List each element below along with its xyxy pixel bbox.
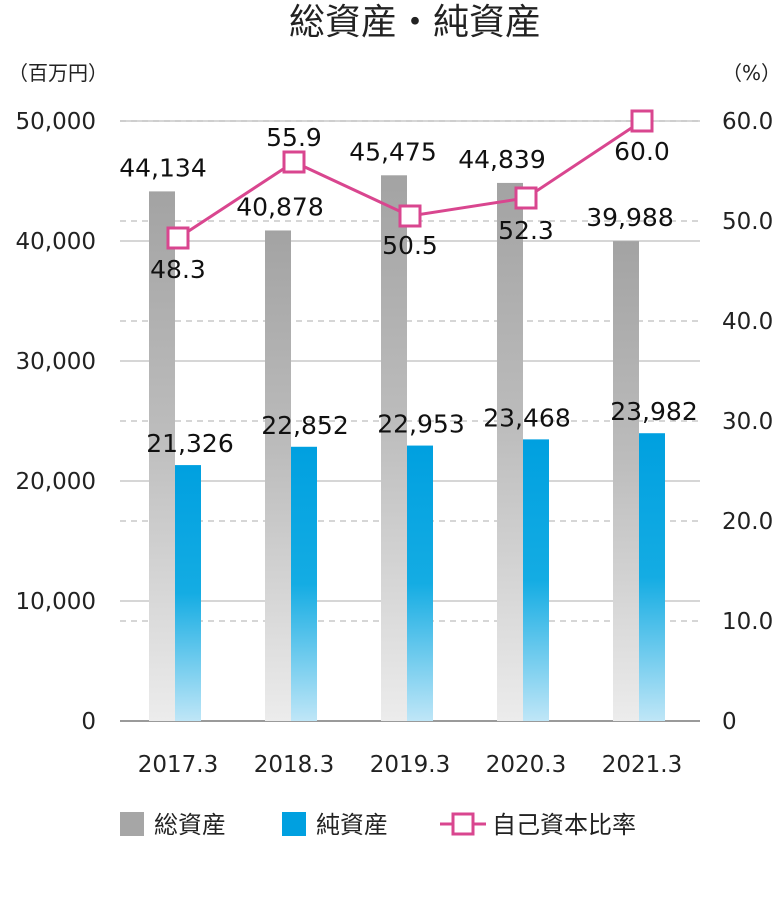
x-tick-label: 2017.3 bbox=[138, 752, 218, 778]
bar-total-assets bbox=[381, 175, 407, 722]
x-axis-ticks: 2017.3 2018.3 2019.3 2020.3 2021.3 bbox=[138, 752, 682, 778]
data-label-net-assets: 23,982 bbox=[610, 397, 697, 426]
equity-ratio-marker bbox=[398, 204, 422, 228]
legend-label-equity-ratio: 自己資本比率 bbox=[492, 811, 636, 839]
legend-swatch-total-assets bbox=[120, 812, 144, 836]
data-label-net-assets: 22,953 bbox=[377, 410, 464, 439]
right-tick-label: 20.0 bbox=[722, 509, 773, 535]
bar-total-assets bbox=[613, 241, 639, 722]
data-label-net-assets: 23,468 bbox=[483, 403, 570, 432]
x-tick-label: 2019.3 bbox=[370, 752, 450, 778]
data-label-net-assets: 21,326 bbox=[146, 429, 233, 458]
legend: 総資産 純資産 自己資本比率 bbox=[120, 811, 636, 839]
legend-label-total-assets: 総資産 bbox=[154, 811, 226, 839]
data-label-total-assets: 44,839 bbox=[458, 145, 545, 174]
data-label-total-assets: 39,988 bbox=[586, 203, 673, 232]
right-axis-unit: （%） bbox=[722, 61, 780, 85]
right-axis-ticks: 0 10.0 20.0 30.0 40.0 50.0 60.0 bbox=[722, 109, 773, 735]
left-tick-label: 20,000 bbox=[16, 469, 96, 495]
data-label-total-assets: 44,134 bbox=[119, 153, 206, 182]
left-tick-label: 0 bbox=[81, 709, 96, 735]
equity-ratio-marker bbox=[282, 150, 306, 174]
data-label-total-assets: 45,475 bbox=[349, 137, 436, 166]
left-tick-label: 40,000 bbox=[16, 229, 96, 255]
bar-net-assets bbox=[407, 445, 433, 721]
left-tick-label: 50,000 bbox=[16, 109, 96, 135]
bar-net-assets bbox=[639, 433, 665, 721]
data-labels: 44,134 21,326 40,878 22,852 45,475 22,953 44,8… bbox=[119, 123, 697, 458]
x-tick-label: 2021.3 bbox=[602, 752, 682, 778]
left-tick-label: 30,000 bbox=[16, 349, 96, 375]
data-label-equity-ratio: 60.0 bbox=[614, 137, 670, 166]
equity-ratio-marker bbox=[514, 186, 538, 210]
x-tick-label: 2020.3 bbox=[486, 752, 566, 778]
chart-title: 総資産・純資産 bbox=[289, 2, 541, 43]
legend-marker-equity-ratio bbox=[451, 812, 475, 836]
bar-net-assets bbox=[291, 446, 317, 721]
legend-swatch-net-assets bbox=[282, 812, 306, 836]
bar-net-assets bbox=[175, 465, 201, 721]
bar-total-assets bbox=[265, 230, 291, 722]
data-label-equity-ratio: 52.3 bbox=[498, 216, 554, 245]
left-axis-ticks: 0 10,000 20,000 30,000 40,000 50,000 bbox=[16, 109, 96, 735]
right-tick-label: 0 bbox=[722, 709, 737, 735]
data-label-total-assets: 40,878 bbox=[236, 192, 323, 221]
bar-net-assets bbox=[523, 439, 549, 721]
right-tick-label: 60.0 bbox=[722, 109, 773, 135]
right-tick-label: 30.0 bbox=[722, 409, 773, 435]
left-tick-label: 10,000 bbox=[16, 589, 96, 615]
left-axis-unit: （百万円） bbox=[8, 61, 108, 85]
right-tick-label: 10.0 bbox=[722, 609, 773, 635]
x-tick-label: 2018.3 bbox=[254, 752, 334, 778]
bar-total-assets bbox=[149, 191, 175, 722]
data-label-equity-ratio: 48.3 bbox=[150, 255, 206, 284]
right-tick-label: 40.0 bbox=[722, 309, 773, 335]
bar-total-assets bbox=[497, 182, 523, 721]
bars bbox=[149, 175, 665, 722]
data-label-equity-ratio: 50.5 bbox=[382, 231, 438, 260]
equity-ratio-line bbox=[166, 109, 654, 250]
data-label-net-assets: 22,852 bbox=[261, 411, 348, 440]
legend-label-net-assets: 純資産 bbox=[316, 811, 388, 839]
data-label-equity-ratio: 55.9 bbox=[266, 123, 322, 152]
equity-ratio-marker bbox=[166, 226, 190, 250]
right-tick-label: 50.0 bbox=[722, 209, 773, 235]
equity-ratio-marker bbox=[630, 109, 654, 133]
